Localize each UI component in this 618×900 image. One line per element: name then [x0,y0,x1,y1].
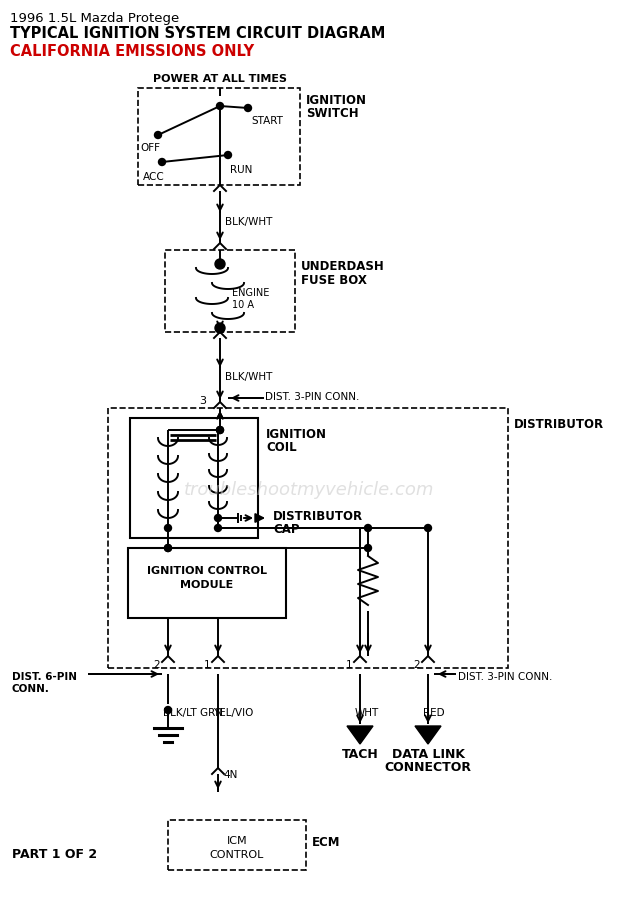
Text: TACH: TACH [342,748,378,761]
Text: TYPICAL IGNITION SYSTEM CIRCUIT DIAGRAM: TYPICAL IGNITION SYSTEM CIRCUIT DIAGRAM [10,26,386,41]
Text: YEL/VIO: YEL/VIO [213,708,253,718]
Circle shape [158,158,166,166]
Bar [138,88,300,185]
Text: RUN: RUN [230,165,252,175]
Circle shape [216,427,224,434]
Circle shape [365,525,371,532]
Text: POWER AT ALL TIMES: POWER AT ALL TIMES [153,74,287,84]
Circle shape [164,525,172,532]
Text: DISTRIBUTOR: DISTRIBUTOR [273,510,363,523]
Circle shape [365,544,371,552]
Bar [165,250,295,332]
Circle shape [224,151,232,158]
Text: IGNITION CONTROL: IGNITION CONTROL [147,566,267,576]
Text: CALIFORNIA EMISSIONS ONLY: CALIFORNIA EMISSIONS ONLY [10,44,254,59]
Text: 3: 3 [199,396,206,406]
Text: BLK/WHT: BLK/WHT [225,217,273,227]
Bar [168,820,306,870]
Text: BLK/LT GRN: BLK/LT GRN [163,708,223,718]
Text: 1996 1.5L Mazda Protege: 1996 1.5L Mazda Protege [10,12,179,25]
Circle shape [215,323,225,333]
Text: PART 1 OF 2: PART 1 OF 2 [12,848,97,861]
Text: CONNECTOR: CONNECTOR [384,761,472,774]
Circle shape [164,544,172,552]
Text: 1: 1 [345,660,352,670]
Text: SWITCH: SWITCH [306,107,358,120]
Text: ECM: ECM [312,836,341,849]
Text: START: START [251,116,283,126]
Text: IGNITION: IGNITION [266,428,327,441]
Text: ICM: ICM [227,836,247,846]
Bar [108,408,508,668]
Text: RED: RED [423,708,444,718]
Text: CONTROL: CONTROL [210,850,264,860]
Circle shape [245,104,252,112]
Circle shape [154,131,161,139]
Text: UNDERDASH: UNDERDASH [301,260,385,273]
Circle shape [216,103,224,110]
Circle shape [214,515,221,521]
Text: 4N: 4N [223,770,237,780]
Text: BLK/WHT: BLK/WHT [225,372,273,382]
Text: DIST. 6-PIN: DIST. 6-PIN [12,672,77,682]
Text: 1: 1 [203,660,210,670]
Text: troubleshootmyvehicle.com: troubleshootmyvehicle.com [184,481,434,499]
Text: 2: 2 [413,660,420,670]
Text: WHT: WHT [355,708,379,718]
Text: OFF: OFF [140,143,160,153]
Text: IGNITION: IGNITION [306,94,367,107]
Circle shape [425,525,431,532]
Text: 2: 2 [153,660,160,670]
Text: DIST. 3-PIN CONN.: DIST. 3-PIN CONN. [265,392,360,402]
Text: FUSE BOX: FUSE BOX [301,274,367,287]
Text: CAP: CAP [273,523,300,536]
Circle shape [164,544,172,552]
Circle shape [216,427,224,434]
Text: DISTRIBUTOR: DISTRIBUTOR [514,418,604,431]
Text: ACC: ACC [143,172,165,182]
Circle shape [214,525,221,532]
Text: 10 A: 10 A [232,300,254,310]
Polygon shape [415,726,441,744]
Text: DIST. 3-PIN CONN.: DIST. 3-PIN CONN. [458,672,552,682]
Polygon shape [347,726,373,744]
Text: ENGINE: ENGINE [232,288,269,298]
Circle shape [215,259,225,269]
Circle shape [164,706,172,714]
Bar [128,548,286,618]
Text: CONN.: CONN. [12,684,50,694]
Bar [130,418,258,538]
Text: MODULE: MODULE [180,580,234,590]
Text: COIL: COIL [266,441,297,454]
Text: DATA LINK: DATA LINK [391,748,465,761]
